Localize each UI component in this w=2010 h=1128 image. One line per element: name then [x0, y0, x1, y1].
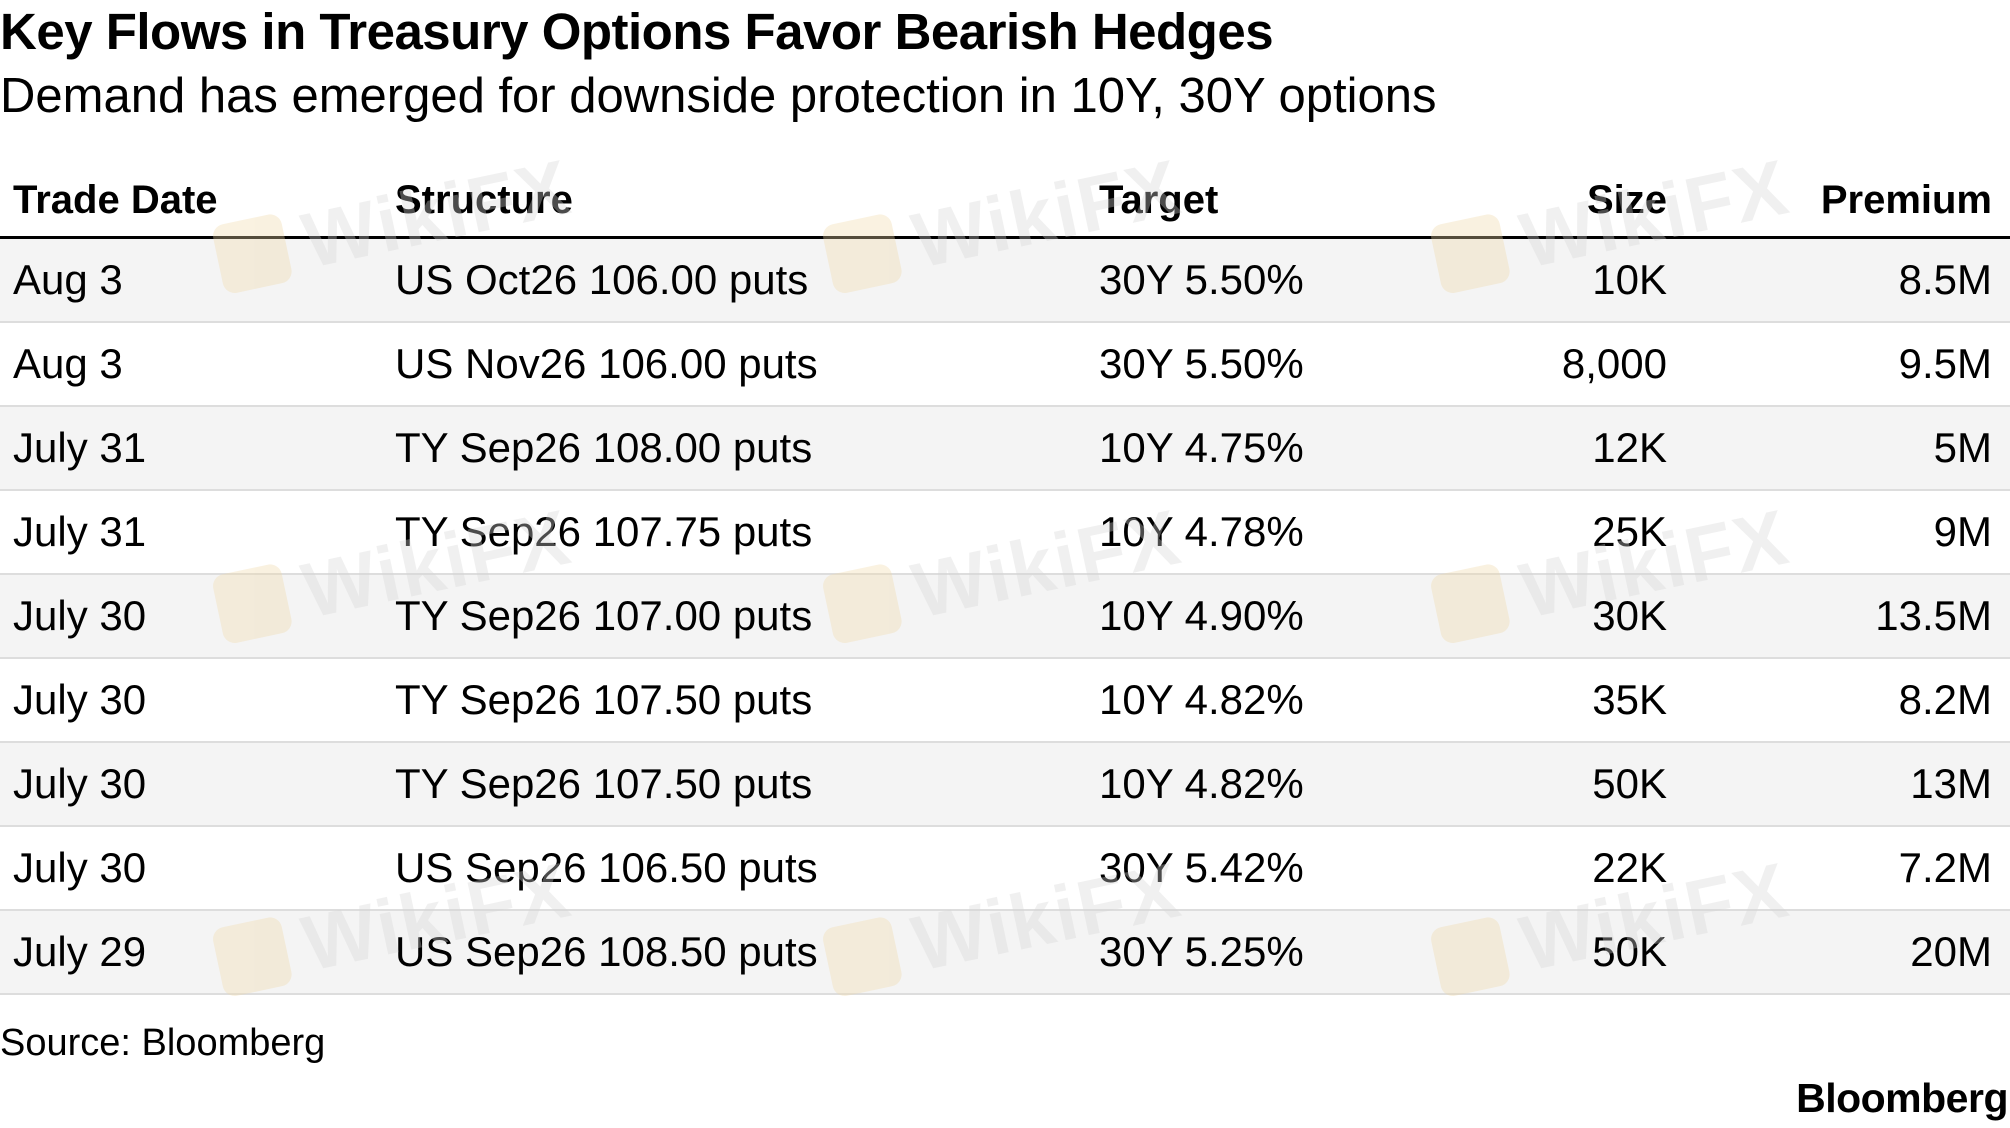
source-note: Source: Bloomberg — [0, 1022, 326, 1064]
table-row: Aug 3 US Nov26 106.00 puts 30Y 5.50% 8,0… — [0, 323, 2010, 407]
table-row: July 30 TY Sep26 107.50 puts 10Y 4.82% 5… — [0, 743, 2010, 827]
header-structure: Structure — [395, 178, 573, 222]
chart-title: Key Flows in Treasury Options Favor Bear… — [0, 3, 1274, 60]
table-row: July 30 TY Sep26 107.00 puts 10Y 4.90% 3… — [0, 575, 2010, 659]
cell-structure: US Oct26 106.00 puts — [395, 256, 809, 303]
header-target: Target — [1099, 178, 1219, 222]
cell-size: 50K — [1592, 928, 1667, 975]
cell-structure: TY Sep26 107.50 puts — [395, 760, 813, 807]
cell-trade-date: July 30 — [13, 844, 147, 891]
cell-structure: TY Sep26 107.50 puts — [395, 676, 813, 723]
cell-trade-date: July 30 — [13, 676, 147, 723]
cell-premium: 9.5M — [1898, 340, 1992, 387]
cell-premium: 8.2M — [1898, 676, 1992, 723]
cell-trade-date: July 29 — [13, 928, 147, 975]
table-row: July 29 US Sep26 108.50 puts 30Y 5.25% 5… — [0, 911, 2010, 995]
cell-trade-date: Aug 3 — [13, 256, 123, 303]
table-row: July 30 US Sep26 106.50 puts 30Y 5.42% 2… — [0, 827, 2010, 911]
chart-subtitle: Demand has emerged for downside protecti… — [0, 69, 1437, 123]
header-premium: Premium — [1820, 178, 1992, 222]
cell-size: 50K — [1592, 760, 1667, 807]
cell-premium: 7.2M — [1898, 844, 1992, 891]
cell-target: 10Y 4.90% — [1099, 592, 1304, 639]
cell-premium: 13.5M — [1875, 592, 1992, 639]
table-row: July 31 TY Sep26 108.00 puts 10Y 4.75% 1… — [0, 407, 2010, 491]
header-trade-date: Trade Date — [13, 178, 218, 222]
cell-size: 10K — [1592, 256, 1667, 303]
cell-target: 10Y 4.82% — [1099, 760, 1304, 807]
cell-structure: US Sep26 106.50 puts — [395, 844, 818, 891]
cell-target: 30Y 5.50% — [1099, 256, 1304, 303]
cell-size: 12K — [1592, 424, 1667, 471]
cell-trade-date: Aug 3 — [13, 340, 123, 387]
bloomberg-logo: Bloomberg — [1796, 1075, 2008, 1121]
cell-size: 30K — [1592, 592, 1667, 639]
cell-target: 30Y 5.42% — [1099, 844, 1304, 891]
flows-table: Trade Date Structure Target Size Premium… — [0, 168, 2010, 995]
cell-premium: 20M — [1910, 928, 1992, 975]
cell-target: 10Y 4.78% — [1099, 508, 1304, 555]
cell-size: 22K — [1592, 844, 1667, 891]
header-size: Size — [1586, 178, 1667, 222]
table-header: Trade Date Structure Target Size Premium — [0, 168, 2010, 239]
cell-structure: US Nov26 106.00 puts — [395, 340, 818, 387]
table-row: July 30 TY Sep26 107.50 puts 10Y 4.82% 3… — [0, 659, 2010, 743]
cell-structure: TY Sep26 107.00 puts — [395, 592, 813, 639]
cell-trade-date: July 31 — [13, 424, 147, 471]
cell-size: 8,000 — [1561, 340, 1667, 387]
cell-target: 30Y 5.50% — [1099, 340, 1304, 387]
table-row: Aug 3 US Oct26 106.00 puts 30Y 5.50% 10K… — [0, 239, 2010, 323]
cell-premium: 8.5M — [1898, 256, 1992, 303]
cell-trade-date: July 30 — [13, 592, 147, 639]
cell-premium: 9M — [1933, 508, 1992, 555]
cell-size: 25K — [1592, 508, 1667, 555]
table-row: July 31 TY Sep26 107.75 puts 10Y 4.78% 2… — [0, 491, 2010, 575]
cell-target: 10Y 4.75% — [1099, 424, 1304, 471]
cell-structure: US Sep26 108.50 puts — [395, 928, 818, 975]
cell-structure: TY Sep26 107.75 puts — [395, 508, 813, 555]
cell-target: 30Y 5.25% — [1099, 928, 1304, 975]
cell-premium: 13M — [1910, 760, 1992, 807]
cell-trade-date: July 30 — [13, 760, 147, 807]
cell-premium: 5M — [1933, 424, 1992, 471]
cell-target: 10Y 4.82% — [1099, 676, 1304, 723]
cell-trade-date: July 31 — [13, 508, 147, 555]
cell-size: 35K — [1592, 676, 1667, 723]
cell-structure: TY Sep26 108.00 puts — [395, 424, 813, 471]
